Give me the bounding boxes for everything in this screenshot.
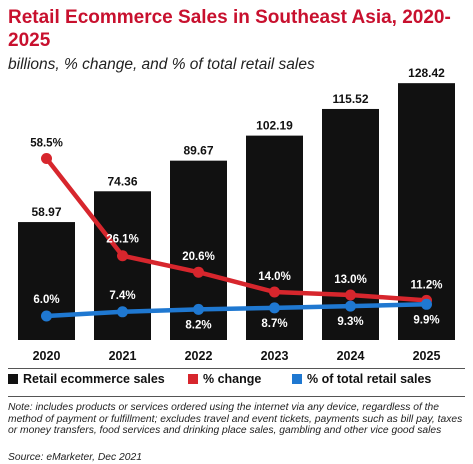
x-tick-label-2021: 2021 bbox=[109, 349, 137, 363]
pct-total-point-2024 bbox=[345, 300, 356, 312]
bar-value-label-2025: 128.42 bbox=[408, 66, 445, 80]
pct-change-label-2025: 11.2% bbox=[411, 279, 443, 291]
chart-title: Retail Ecommerce Sales in Southeast Asia… bbox=[8, 7, 451, 51]
pct-change-point-2024 bbox=[345, 289, 356, 301]
pct-change-label-2020: 58.5% bbox=[30, 138, 63, 150]
x-tick-label-2024: 2024 bbox=[337, 349, 365, 363]
legend-label-pct-total: % of total retail sales bbox=[307, 372, 432, 386]
bar-value-label-2022: 89.67 bbox=[183, 144, 213, 158]
pct-total-point-2021 bbox=[117, 306, 128, 318]
pct-change-label-2024: 13.0% bbox=[334, 274, 367, 286]
pct-total-label-2025: 9.9% bbox=[413, 314, 439, 326]
legend-swatch-pct-change bbox=[188, 374, 198, 384]
pct-total-point-2022 bbox=[193, 303, 204, 315]
pct-total-point-2020 bbox=[41, 310, 52, 322]
pct-change-point-2022 bbox=[193, 266, 204, 278]
legend-bottom-divider bbox=[8, 396, 465, 397]
bar-value-label-2020: 58.97 bbox=[31, 205, 61, 219]
pct-change-label-2022: 20.6% bbox=[182, 251, 215, 263]
bar-2020 bbox=[18, 222, 75, 340]
pct-change-line bbox=[44, 157, 427, 303]
bar-value-label-2023: 102.19 bbox=[256, 119, 293, 133]
pct-total-label-2020: 6.0% bbox=[33, 294, 59, 306]
pct-total-label-2022: 8.2% bbox=[185, 319, 211, 331]
legend-label-pct-change: % change bbox=[203, 372, 262, 386]
bar-2021 bbox=[94, 191, 151, 340]
x-tick-label-2023: 2023 bbox=[261, 349, 289, 363]
bar-value-label-2024: 115.52 bbox=[332, 92, 368, 106]
pct-total-line bbox=[46, 302, 427, 319]
x-tick-label-2020: 2020 bbox=[33, 349, 61, 363]
pct-change-point-2020 bbox=[41, 153, 52, 164]
pct-change-point-2023 bbox=[269, 286, 280, 298]
pct-change-point-2021 bbox=[117, 250, 128, 262]
pct-total-point-2025 bbox=[421, 298, 432, 310]
pct-total-label-2023: 8.7% bbox=[261, 318, 287, 330]
x-tick-label-2022: 2022 bbox=[185, 349, 213, 363]
chart-plot: 58.97 2020 74.36 2021 89.67 2022 102.19 2023 115… bbox=[18, 66, 455, 363]
legend-swatch-ecommerce-sales bbox=[8, 374, 18, 384]
pct-total-label-2021: 7.4% bbox=[109, 290, 135, 302]
chart-subtitle: billions, % change, and % of total retai… bbox=[8, 56, 315, 73]
legend-top-divider bbox=[8, 368, 465, 369]
chart-source: Source: eMarketer, Dec 2021 bbox=[8, 452, 142, 463]
pct-change-label-2021: 26.1% bbox=[106, 234, 139, 246]
chart-note: Note: includes products or services orde… bbox=[8, 402, 463, 436]
legend-swatch-pct-total bbox=[292, 374, 302, 384]
pct-change-label-2023: 14.0% bbox=[258, 271, 291, 283]
bar-value-label-2021: 74.36 bbox=[107, 174, 137, 188]
pct-total-label-2024: 9.3% bbox=[337, 316, 363, 328]
pct-total-point-2023 bbox=[269, 302, 280, 314]
legend-label-ecommerce-sales: Retail ecommerce sales bbox=[23, 372, 165, 386]
x-tick-label-2025: 2025 bbox=[413, 349, 441, 363]
